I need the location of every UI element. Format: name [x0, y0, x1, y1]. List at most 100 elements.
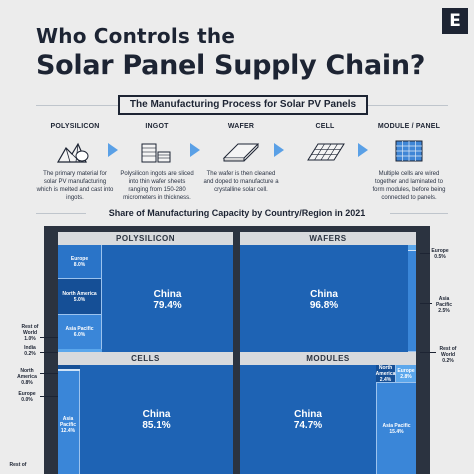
step-desc: Multiple cells are wired together and la… — [372, 171, 446, 201]
step-label: MODULE / PANEL — [377, 123, 441, 130]
segment-north-america: North America 5.0% — [58, 279, 102, 315]
segment-label: China — [294, 408, 322, 420]
step-label: CELL — [315, 123, 335, 130]
callout-wafers-rest-of-world: Rest of World 0.2% — [436, 346, 460, 364]
header: Who Controls the Solar Panel Supply Chai… — [0, 0, 474, 92]
segment-value: 8.0% — [73, 261, 86, 268]
segment-asia-pacific — [58, 371, 80, 474]
segment-china: China 96.8% — [240, 245, 408, 354]
segment-label: North America — [62, 290, 97, 297]
step-polysilicon: POLYSILICON The primary material for sol… — [36, 123, 114, 202]
callout-label: Rest of — [9, 462, 27, 468]
page-title-line2: Solar Panel Supply Chain? — [36, 50, 426, 81]
module-icon — [370, 136, 448, 166]
segment-value: 15.4% — [389, 428, 404, 435]
treemap-frame: POLYSILICON China 79.4% Europe 8.0% Nort… — [44, 226, 430, 474]
callout-cells-europe: Europe 0.0% — [14, 391, 40, 403]
segment-asia-pacific — [408, 251, 416, 351]
ingot-icon — [118, 136, 196, 166]
segment-value: 2.4% — [379, 376, 392, 383]
segment-label: Europe — [70, 255, 89, 262]
segment-europe — [408, 245, 416, 251]
callout-label: India — [24, 345, 36, 351]
divider-right — [390, 213, 448, 214]
arrow-icon — [358, 143, 368, 157]
step-desc: Polysilicon ingots are sliced into thin … — [120, 171, 194, 201]
segment-label: Europe — [397, 367, 415, 374]
segment-china: China 85.1% — [80, 365, 233, 474]
segment-value: 2.8% — [400, 373, 412, 380]
panel-modules: MODULES China 74.7% North America 2.4% E… — [240, 352, 416, 474]
step-label: WAFER — [227, 123, 255, 130]
brand-logo: E — [442, 8, 468, 34]
segment-china: China 79.4% — [102, 245, 233, 354]
callout-value: 0.0% — [21, 397, 33, 403]
segment-value: 12.4% — [60, 428, 76, 434]
polysilicon-icon — [36, 136, 114, 166]
process-section: The Manufacturing Process for Solar PV P… — [36, 95, 448, 203]
panel-wafers: WAFERS China 96.8% — [240, 232, 416, 354]
callout-value: 0.5% — [434, 254, 446, 260]
callout-label: Europe — [431, 248, 449, 254]
segment-value: 5.0% — [73, 296, 86, 303]
callout-value: 2.5% — [438, 308, 450, 314]
segment-label: China — [142, 408, 171, 420]
callout-cells-rest-of-world: Rest of — [6, 462, 30, 468]
callout-polysilicon-rest-of-world: Rest of World 1.0% — [18, 324, 42, 342]
segment-europe: Europe 2.8% — [396, 365, 416, 383]
callout-wafers-europe: Europe 0.5% — [430, 248, 450, 260]
segment-label: Asia Pacific — [65, 326, 94, 332]
panel-title: WAFERS — [240, 232, 416, 245]
segment-china: China 74.7% — [240, 365, 376, 474]
segment-europe — [58, 370, 80, 371]
arrow-icon — [190, 143, 200, 157]
callout-line — [40, 373, 58, 374]
segment-label: China — [310, 288, 338, 300]
segment-label: China — [153, 288, 182, 300]
cell-icon — [286, 136, 364, 166]
wafer-icon — [202, 136, 280, 166]
segment-label: Asia Pacific — [382, 422, 411, 429]
callout-label: Rest of World — [439, 346, 457, 358]
callout-line — [40, 352, 58, 353]
segment-value: 74.7% — [293, 419, 323, 431]
segment-asia-pacific: Asia Pacific 6.0% — [58, 315, 102, 349]
step-desc: The primary material for solar PV manufa… — [36, 171, 114, 201]
callout-line — [40, 337, 58, 338]
segment-rest-of-world — [58, 349, 102, 353]
segment-asia-pacific: Asia Pacific 15.4% — [376, 383, 416, 474]
callout-line — [420, 303, 432, 304]
callout-line — [420, 253, 430, 254]
callout-line — [420, 352, 436, 353]
segment-europe: Europe 8.0% — [58, 245, 102, 279]
callout-label: Rest of World — [21, 324, 39, 336]
step-desc: The wafer is then cleaned and doped to m… — [203, 171, 279, 193]
segment-value: 96.8% — [309, 299, 339, 311]
arrow-icon — [108, 143, 118, 157]
panel-cells: CELLS China 85.1% — [58, 352, 233, 474]
callout-label: Asia Pacific — [435, 296, 453, 308]
step-cell: CELL — [286, 123, 364, 170]
step-module: MODULE / PANEL Multiple cells are wired … — [370, 123, 448, 202]
panel-title: CELLS — [58, 352, 233, 365]
segment-value: 6.0% — [73, 332, 86, 338]
arrow-icon — [274, 143, 284, 157]
callout-value: 0.2% — [442, 358, 454, 364]
panel-polysilicon: POLYSILICON China 79.4% Europe 8.0% Nort… — [58, 232, 233, 354]
chart-title: Share of Manufacturing Capacity by Count… — [108, 208, 366, 218]
divider-left — [36, 213, 86, 214]
segment-value: 85.1% — [142, 419, 171, 431]
page-title-line1: Who Controls the — [36, 24, 236, 48]
segment-label: Asia Pacific — [59, 416, 77, 428]
process-title: The Manufacturing Process for Solar PV P… — [118, 95, 368, 115]
segment-north-america — [58, 365, 80, 370]
segment-north-america: North America 2.4% — [376, 365, 396, 383]
segment-value: 79.4% — [153, 299, 182, 311]
callout-line — [40, 396, 58, 397]
label-cells-asia-pacific: Asia Pacific 12.4% — [54, 416, 82, 434]
step-ingot: INGOT Polysilicon ingots are sliced into… — [118, 123, 196, 202]
callout-polysilicon-india: India 0.2% — [18, 345, 42, 357]
callout-cells-north-america: North America 0.8% — [14, 368, 40, 386]
callout-value: 0.8% — [21, 380, 33, 386]
callout-value: 1.0% — [24, 336, 36, 342]
